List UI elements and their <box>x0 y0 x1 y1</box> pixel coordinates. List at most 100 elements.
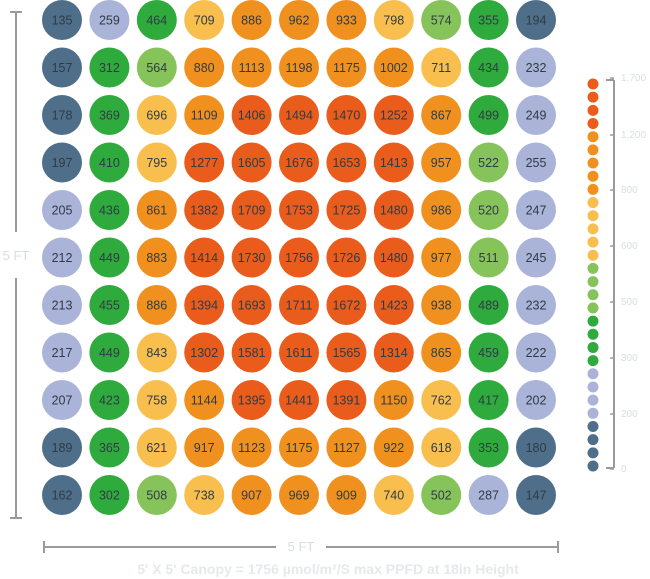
grid-cell: 353 <box>468 427 509 468</box>
grid-cell: 907 <box>231 475 272 515</box>
cell-dot <box>421 47 462 88</box>
cell-dot <box>373 95 414 135</box>
grid-cell: 696 <box>136 95 177 135</box>
grid-cell: 1413 <box>373 142 414 183</box>
cell-dot <box>373 190 414 230</box>
cell-dot <box>184 285 225 325</box>
cell-dot <box>136 190 177 230</box>
cell-value: 1382 <box>190 204 218 218</box>
cell-value: 464 <box>146 14 167 28</box>
cell-value: 249 <box>526 109 547 123</box>
cell-value: 162 <box>52 489 73 503</box>
grid-cell: 180 <box>516 427 556 468</box>
grid-cell: 147 <box>516 475 556 515</box>
cell-value: 1653 <box>332 156 360 170</box>
cell-dot <box>421 190 462 230</box>
cell-value: 217 <box>52 346 73 360</box>
cell-value: 197 <box>52 156 73 170</box>
grid-cell: 222 <box>516 332 556 373</box>
cell-dot <box>184 332 225 373</box>
cell-value: 843 <box>146 346 167 360</box>
cell-value: 259 <box>99 14 120 28</box>
grid-cell: 738 <box>184 475 225 515</box>
grid-cell: 574 <box>421 0 462 40</box>
grid-cell: 957 <box>421 142 462 183</box>
grid-cell: 1395 <box>231 380 272 420</box>
cell-dot <box>89 95 130 135</box>
cell-value: 907 <box>241 489 262 503</box>
cell-value: 1413 <box>380 156 408 170</box>
grid-cell: 178 <box>42 95 82 135</box>
grid-cell: 508 <box>136 475 177 515</box>
cell-value: 511 <box>479 251 499 265</box>
cell-value: 157 <box>52 61 73 75</box>
cell-dot <box>373 427 414 468</box>
height-dimension: 5 FT <box>3 11 30 519</box>
height-label: 5 FT <box>3 248 30 263</box>
cell-value: 1441 <box>285 394 313 408</box>
scale-dot <box>587 355 599 367</box>
grid-cell: 1150 <box>373 380 414 420</box>
grid-cell: 1470 <box>326 95 367 135</box>
cell-dot <box>42 190 82 230</box>
cell-value: 520 <box>478 204 499 218</box>
grid-cell: 933 <box>326 0 367 40</box>
cell-value: 180 <box>526 441 547 455</box>
cell-value: 1113 <box>239 61 265 75</box>
grid-cell: 287 <box>468 475 509 515</box>
grid-cell: 1113 <box>231 47 272 88</box>
cell-dot <box>516 47 556 88</box>
grid-cell: 922 <box>373 427 414 468</box>
scale-dot <box>587 249 599 261</box>
cell-value: 1109 <box>191 109 218 123</box>
grid-cell: 135 <box>42 0 82 40</box>
scale-tick-label: 0 <box>621 464 627 475</box>
cell-value: 922 <box>383 441 404 455</box>
cell-dot <box>516 332 556 373</box>
cell-dot <box>279 237 319 278</box>
cell-value: 194 <box>526 14 547 28</box>
cell-value: 1198 <box>286 61 313 75</box>
scale-dot <box>587 118 599 130</box>
cell-dot <box>231 47 272 88</box>
cell-value: 455 <box>99 299 120 313</box>
grid-cell: 232 <box>516 285 556 325</box>
cell-dot <box>468 190 509 230</box>
grid-cell: 189 <box>42 427 82 468</box>
cell-value: 1581 <box>238 346 266 360</box>
scale-dot <box>587 434 599 446</box>
cell-value: 861 <box>146 204 167 218</box>
grid-cell: 459 <box>468 332 509 373</box>
cell-dot <box>421 475 462 515</box>
cell-dot <box>373 142 414 183</box>
cell-dot <box>136 332 177 373</box>
grid-cell: 449 <box>89 332 130 373</box>
grid-cell: 157 <box>42 47 82 88</box>
grid-cell: 511 <box>468 237 509 278</box>
width-label: 5 FT <box>288 539 315 554</box>
cell-dot <box>468 332 509 373</box>
cell-value: 1391 <box>332 394 360 408</box>
ppfd-grid: 135 259 464 709 886 962 933 798 574 355 194 157 312 5… <box>42 0 556 515</box>
cell-value: 1611 <box>286 346 313 360</box>
cell-value: 1726 <box>332 251 360 265</box>
cell-dot <box>421 427 462 468</box>
cell-value: 1494 <box>285 109 313 123</box>
cell-dot <box>184 380 225 420</box>
cell-dot <box>42 237 82 278</box>
grid-cell: 1693 <box>231 285 272 325</box>
grid-cell: 312 <box>89 47 130 88</box>
scale-dot <box>587 91 599 103</box>
grid-cell: 798 <box>373 0 414 40</box>
scale-tick-label: 300 <box>621 353 638 364</box>
grid-cell: 1565 <box>326 332 367 373</box>
cell-dot <box>421 0 462 40</box>
cell-dot <box>231 95 272 135</box>
cell-dot <box>136 95 177 135</box>
grid-cell: 1394 <box>184 285 225 325</box>
cell-value: 302 <box>99 489 120 503</box>
grid-cell: 1725 <box>326 190 367 230</box>
cell-dot <box>136 285 177 325</box>
cell-value: 621 <box>146 441 167 455</box>
grid-cell: 249 <box>516 95 556 135</box>
